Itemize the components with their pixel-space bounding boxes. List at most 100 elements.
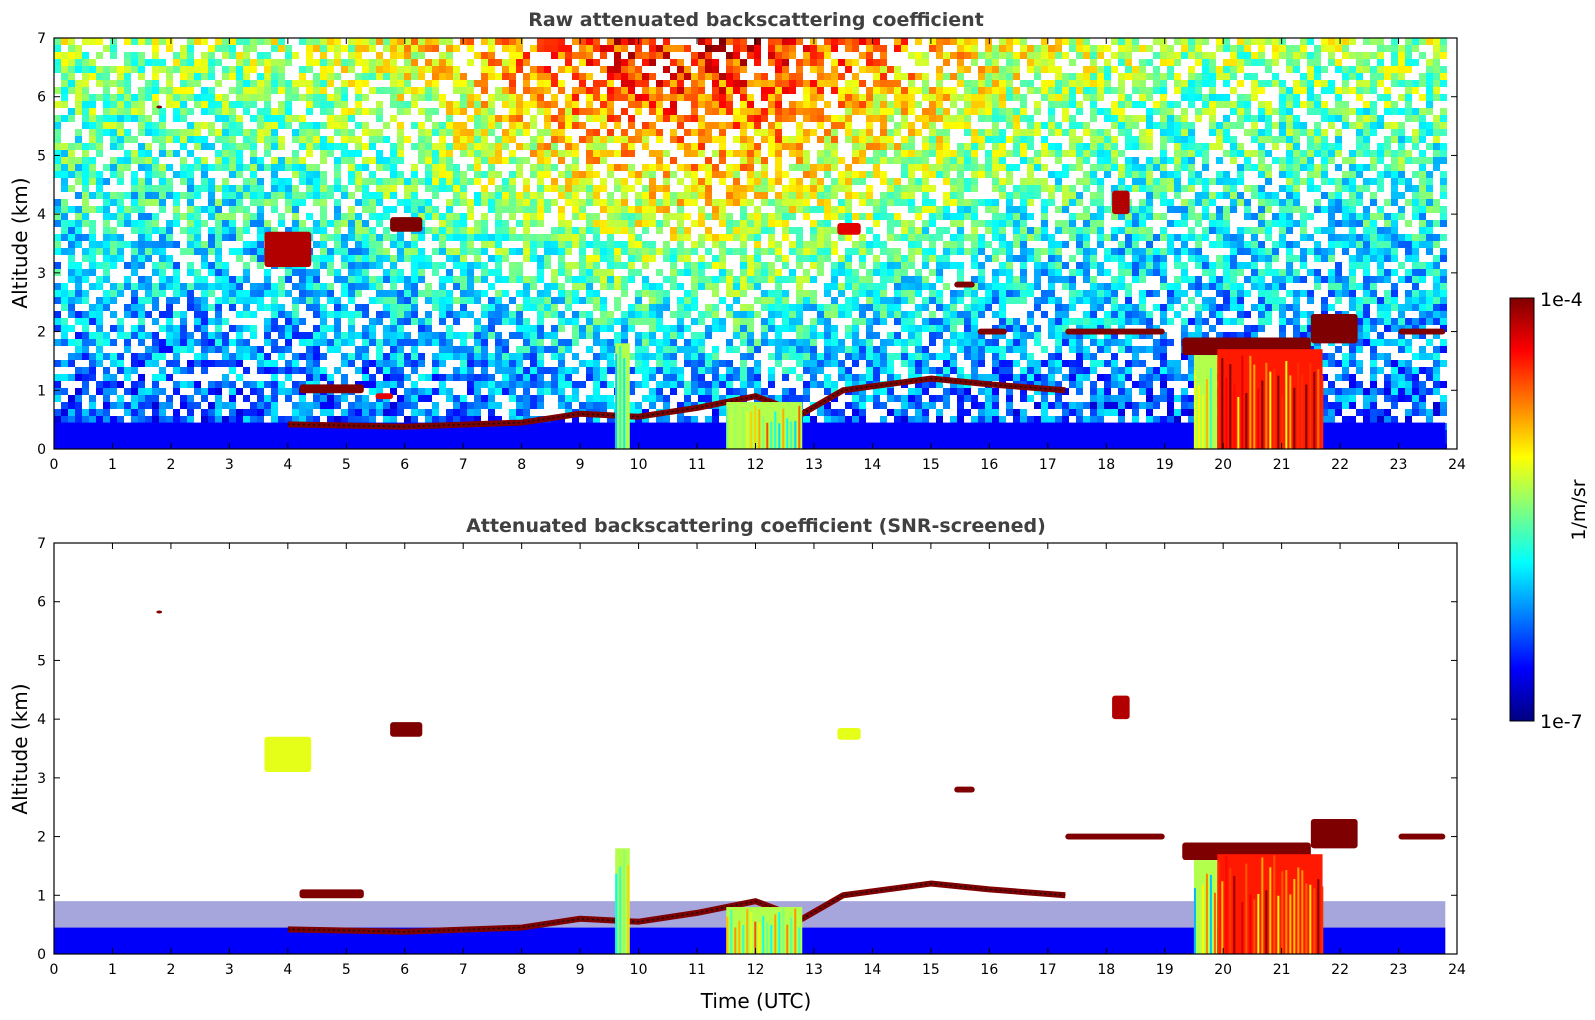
noise-cell	[943, 241, 950, 248]
noise-cell	[271, 87, 278, 94]
noise-cell	[474, 94, 481, 101]
noise-cell	[271, 59, 278, 66]
noise-cell	[901, 143, 908, 150]
noise-cell	[628, 262, 635, 269]
noise-cell	[250, 150, 257, 157]
noise-cell	[1195, 45, 1202, 52]
noise-cell	[775, 164, 782, 171]
noise-cell	[999, 227, 1006, 234]
noise-cell	[1244, 185, 1251, 192]
noise-cell	[936, 115, 943, 122]
noise-cell	[1265, 269, 1272, 276]
noise-cell	[726, 269, 733, 276]
noise-cell	[684, 87, 691, 94]
noise-cell	[166, 129, 173, 136]
noise-cell	[1055, 143, 1062, 150]
noise-cell	[264, 108, 271, 115]
noise-cell	[1034, 269, 1041, 276]
noise-cell	[152, 213, 159, 220]
noise-cell	[509, 276, 516, 283]
noise-cell	[572, 52, 579, 59]
noise-cell	[1419, 269, 1426, 276]
noise-cell	[915, 241, 922, 248]
noise-cell	[1370, 73, 1377, 80]
noise-cell	[698, 52, 705, 59]
noise-cell	[1244, 227, 1251, 234]
noise-cell	[1132, 157, 1139, 164]
noise-cell	[292, 52, 299, 59]
noise-cell	[1216, 213, 1223, 220]
noise-cell	[61, 94, 68, 101]
noise-cell	[110, 80, 117, 87]
noise-cell	[61, 101, 68, 108]
noise-cell	[943, 192, 950, 199]
noise-cell	[873, 66, 880, 73]
noise-cell	[761, 178, 768, 185]
noise-cell	[1132, 143, 1139, 150]
noise-cell	[593, 136, 600, 143]
noise-cell	[992, 66, 999, 73]
noise-cell	[1384, 213, 1391, 220]
noise-cell	[761, 227, 768, 234]
noise-cell	[138, 276, 145, 283]
noise-cell	[1419, 129, 1426, 136]
noise-cell	[404, 38, 411, 45]
noise-cell	[1314, 269, 1321, 276]
noise-cell	[810, 206, 817, 213]
noise-cell	[1216, 178, 1223, 185]
noise-cell	[880, 276, 887, 283]
noise-cell	[796, 234, 803, 241]
noise-cell	[1272, 248, 1279, 255]
noise-cell	[509, 94, 516, 101]
noise-cell	[712, 234, 719, 241]
noise-cell	[775, 94, 782, 101]
noise-cell	[922, 94, 929, 101]
noise-cell	[1111, 248, 1118, 255]
noise-cell	[551, 150, 558, 157]
noise-cell	[950, 192, 957, 199]
noise-cell	[131, 59, 138, 66]
noise-cell	[1251, 115, 1258, 122]
noise-cell	[124, 136, 131, 143]
noise-cell	[250, 220, 257, 227]
noise-cell	[558, 185, 565, 192]
noise-cell	[257, 199, 264, 206]
noise-cell	[180, 108, 187, 115]
noise-cell	[488, 143, 495, 150]
noise-cell	[1146, 213, 1153, 220]
noise-cell	[1111, 52, 1118, 59]
noise-cell	[460, 108, 467, 115]
noise-cell	[432, 234, 439, 241]
noise-cell	[1328, 122, 1335, 129]
noise-cell	[166, 94, 173, 101]
noise-cell	[866, 248, 873, 255]
noise-cell	[733, 122, 740, 129]
noise-cell	[341, 185, 348, 192]
noise-cell	[1293, 185, 1300, 192]
noise-cell	[838, 38, 845, 45]
noise-cell	[82, 192, 89, 199]
noise-cell	[656, 94, 663, 101]
noise-cell	[558, 45, 565, 52]
noise-cell	[425, 199, 432, 206]
noise-cell	[1125, 171, 1132, 178]
noise-cell	[96, 115, 103, 122]
noise-cell	[1391, 157, 1398, 164]
noise-cell	[194, 80, 201, 87]
noise-cell	[138, 52, 145, 59]
noise-cell	[327, 66, 334, 73]
noise-cell	[845, 206, 852, 213]
noise-cell	[1293, 87, 1300, 94]
noise-cell	[677, 164, 684, 171]
noise-cell	[733, 66, 740, 73]
noise-cell	[390, 101, 397, 108]
noise-cell	[418, 150, 425, 157]
noise-cell	[761, 220, 768, 227]
noise-cell	[747, 52, 754, 59]
noise-cell	[1153, 157, 1160, 164]
noise-cell	[1216, 276, 1223, 283]
noise-cell	[362, 66, 369, 73]
noise-cell	[992, 143, 999, 150]
noise-cell	[628, 66, 635, 73]
noise-cell	[250, 80, 257, 87]
